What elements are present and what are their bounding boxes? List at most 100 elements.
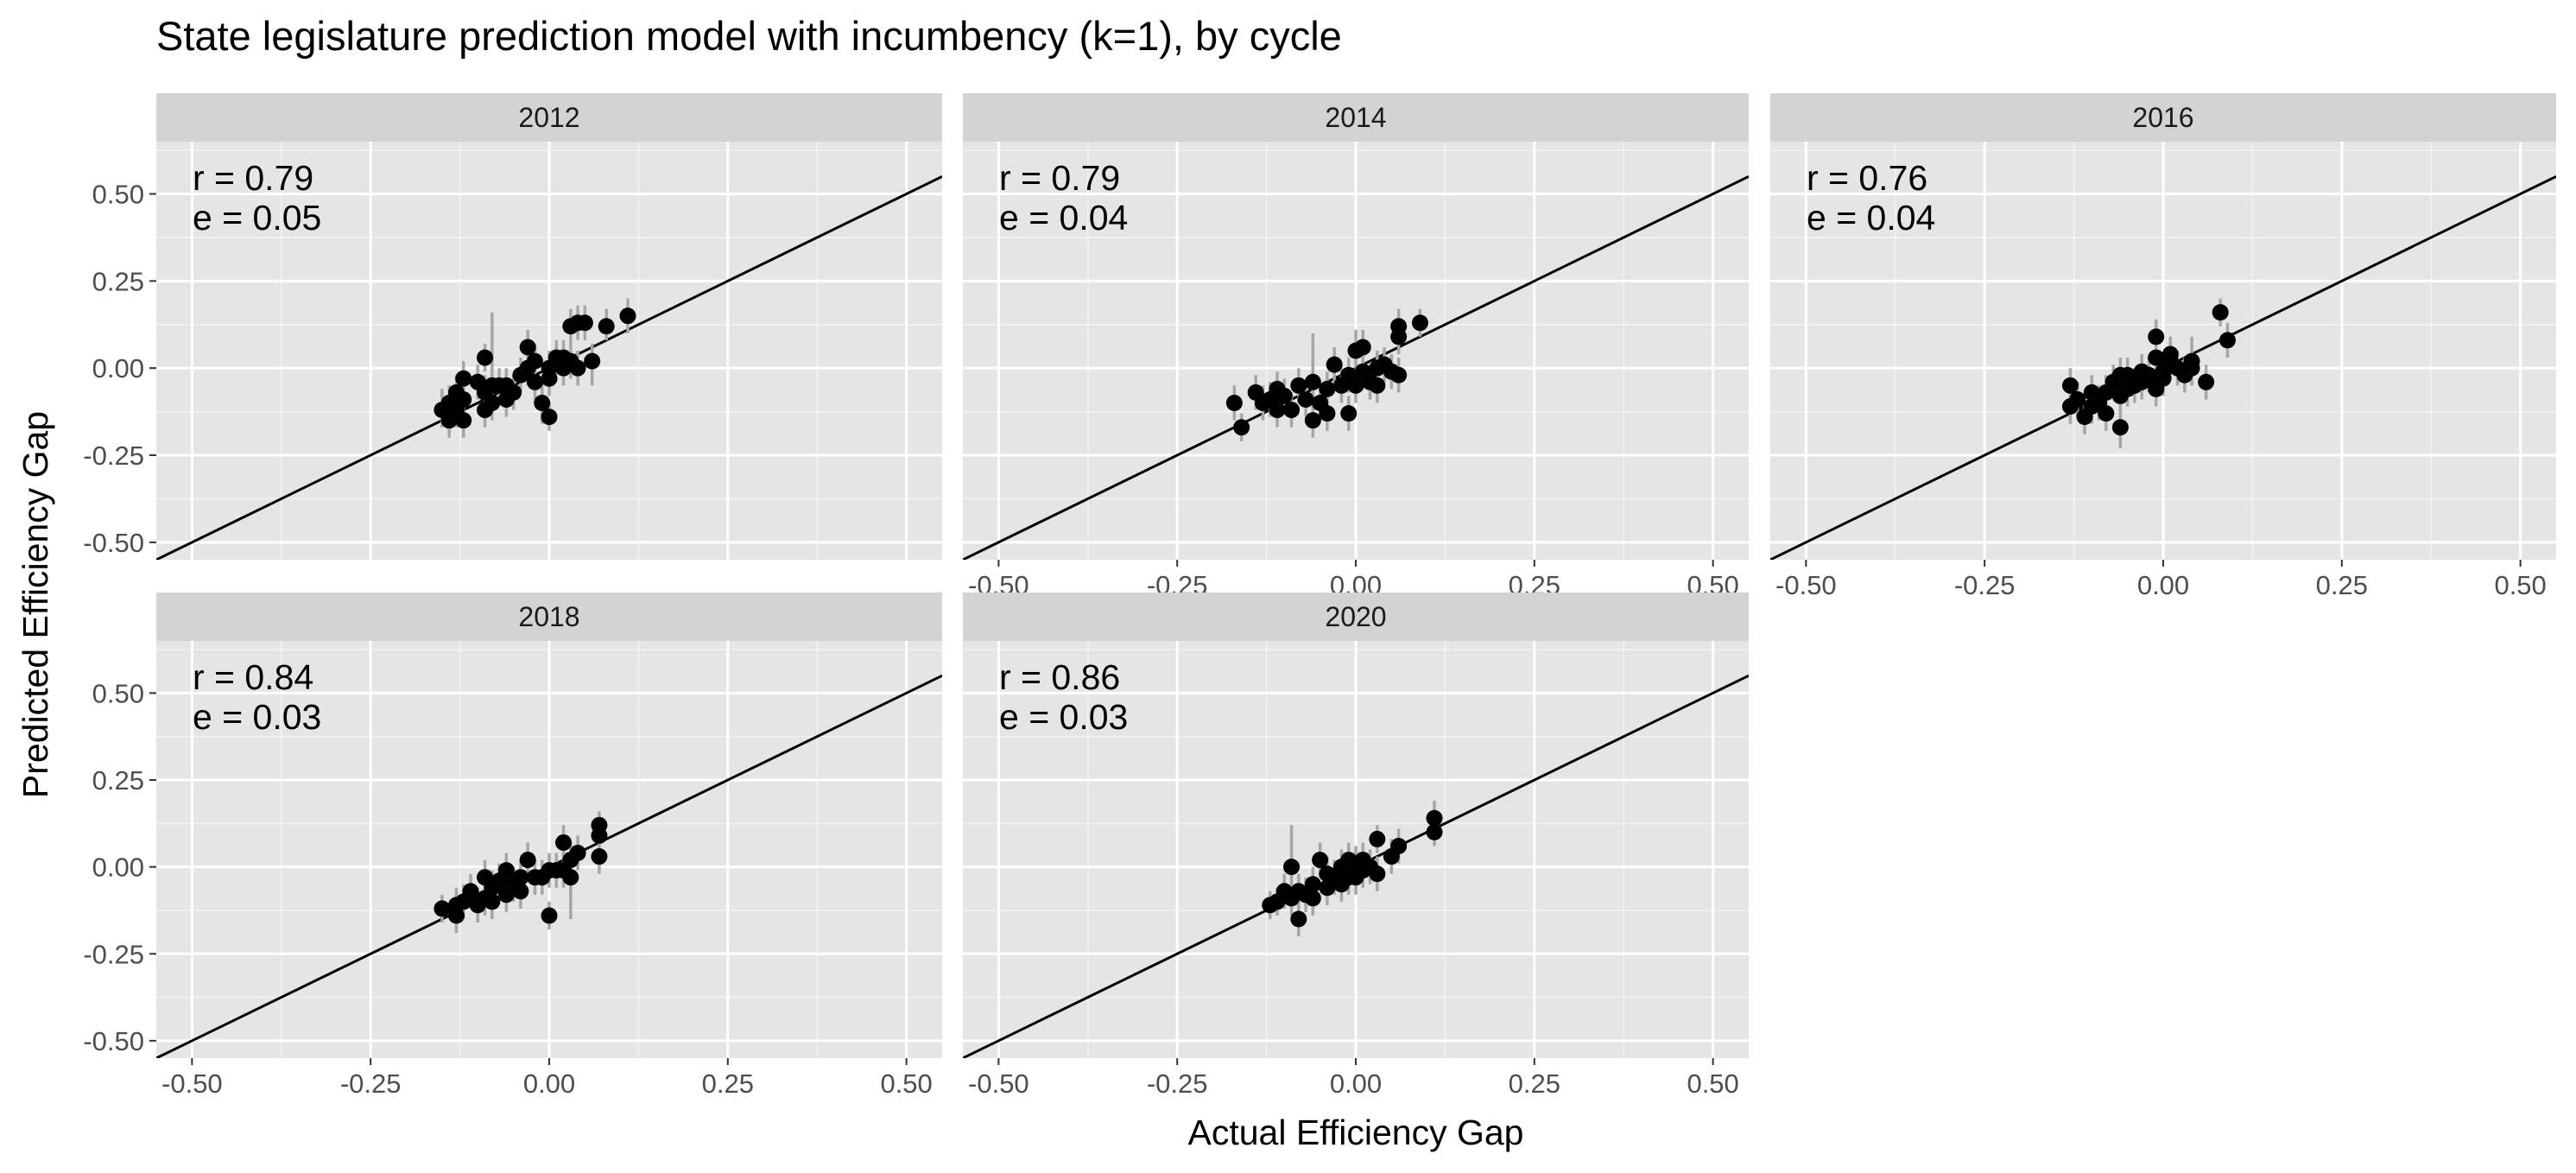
data-point <box>447 907 465 924</box>
error-label: e = 0.05 <box>193 198 321 238</box>
data-point <box>569 359 586 377</box>
y-tick-label: 0.50 <box>92 678 144 708</box>
data-point <box>2098 405 2115 422</box>
data-point <box>541 907 558 924</box>
error-label: e = 0.04 <box>1807 198 1935 238</box>
y-tick-label: -0.50 <box>83 528 144 558</box>
y-tick-label: 0.25 <box>92 765 144 796</box>
data-point <box>1369 865 1386 883</box>
facet-2020: 2020 r = 0.86e = 0.03 -0.50 -0.25 0.00 0.25 0.… <box>963 593 1749 1099</box>
data-point <box>1225 395 1243 411</box>
data-point <box>1290 377 1307 394</box>
data-point <box>434 900 451 917</box>
data-point <box>477 349 494 366</box>
data-point <box>484 893 501 910</box>
data-point <box>526 373 543 390</box>
data-point <box>455 370 472 387</box>
data-point <box>2148 349 2165 366</box>
data-point <box>1304 412 1321 429</box>
y-tick-label: 0.00 <box>92 853 144 883</box>
data-point <box>505 384 522 401</box>
y-tick-label: 0.00 <box>92 353 144 384</box>
error-label: e = 0.03 <box>193 697 321 737</box>
data-point <box>1411 314 1428 332</box>
facet-strip <box>156 93 942 142</box>
facet-strip-label: 2014 <box>1325 102 1386 133</box>
data-point <box>1426 809 1443 827</box>
data-point <box>562 869 579 886</box>
y-axis-title: Predicted Efficiency Gap <box>16 411 55 798</box>
x-axis-title: Actual Efficiency Gap <box>1188 1113 1524 1152</box>
data-point <box>1304 876 1321 893</box>
data-point <box>1312 852 1329 869</box>
facet-2016: 2016 r = 0.76e = 0.04 -0.50 -0.25 0.00 0.25 0.… <box>1770 93 2556 600</box>
data-point <box>584 352 601 370</box>
data-point <box>1304 373 1321 390</box>
facet-strip <box>1770 93 2556 142</box>
data-point <box>619 308 636 325</box>
data-point <box>555 834 573 851</box>
data-point <box>1304 890 1321 907</box>
x-tick-label: 0.25 <box>1509 1068 1560 1099</box>
correlation-label: r = 0.84 <box>193 657 313 697</box>
data-point <box>1283 402 1301 419</box>
facet-2012: 2012 r = 0.79e = 0.05 -0.50 -0.25 0.00 0.25 0.… <box>83 93 942 560</box>
facet-strip-label: 2020 <box>1325 601 1386 632</box>
data-point <box>1319 405 1336 422</box>
correlation-label: r = 0.79 <box>999 158 1120 198</box>
data-point <box>534 395 551 411</box>
data-point <box>541 370 558 387</box>
correlation-label: r = 0.76 <box>1807 158 1927 198</box>
y-tick-label: -0.50 <box>83 1026 144 1056</box>
correlation-label: r = 0.86 <box>999 657 1120 697</box>
data-point <box>1319 380 1336 397</box>
data-point <box>2148 328 2165 346</box>
data-point <box>1283 859 1301 876</box>
y-tick-label: 0.50 <box>92 180 144 210</box>
data-point <box>2212 304 2229 321</box>
data-point <box>1347 377 1364 394</box>
x-tick-label: 0.00 <box>2137 570 2189 600</box>
data-point <box>512 869 529 886</box>
data-point <box>1340 405 1358 422</box>
data-point <box>541 409 558 426</box>
data-point <box>1390 366 1408 384</box>
data-point <box>591 848 608 865</box>
facet-panels: 2012 r = 0.79 e = 0.05 -0.50 -0.25 0.00 0.25 0.… <box>83 93 2556 1099</box>
data-point <box>2111 419 2129 436</box>
data-point <box>455 412 472 429</box>
x-tick-label: 0.25 <box>2316 570 2368 600</box>
data-point <box>1269 402 1286 419</box>
y-tick-label: -0.25 <box>83 939 144 969</box>
data-point <box>455 390 472 408</box>
data-point <box>519 852 536 869</box>
error-label: e = 0.03 <box>999 697 1128 737</box>
data-point <box>512 883 529 900</box>
y-tick-label: -0.25 <box>83 441 144 471</box>
data-point <box>569 845 586 862</box>
data-point <box>1275 387 1293 404</box>
data-point <box>1290 910 1307 928</box>
data-point <box>2183 352 2200 370</box>
x-tick-label: 0.00 <box>523 1068 575 1099</box>
y-tick-label: 0.25 <box>92 266 144 296</box>
data-point <box>1369 830 1386 847</box>
data-point <box>484 395 501 411</box>
x-tick-label: 0.50 <box>1687 1068 1738 1099</box>
x-tick-label: 0.00 <box>1330 1068 1382 1099</box>
facet-strip-label: 2016 <box>2132 102 2193 133</box>
facet-strip <box>156 593 942 641</box>
facet-strip-label: 2012 <box>518 102 579 133</box>
data-point <box>576 314 593 332</box>
data-point <box>1390 837 1408 854</box>
x-tick-label: -0.50 <box>1775 570 1837 600</box>
x-tick-label: -0.50 <box>161 1068 223 1099</box>
x-tick-label: -0.25 <box>1147 1068 1208 1099</box>
x-tick-label: -0.25 <box>340 1068 402 1099</box>
data-point <box>519 339 536 356</box>
data-point <box>2198 373 2215 390</box>
data-point <box>2061 377 2079 394</box>
data-point <box>1354 339 1371 356</box>
data-point <box>1326 356 1343 373</box>
